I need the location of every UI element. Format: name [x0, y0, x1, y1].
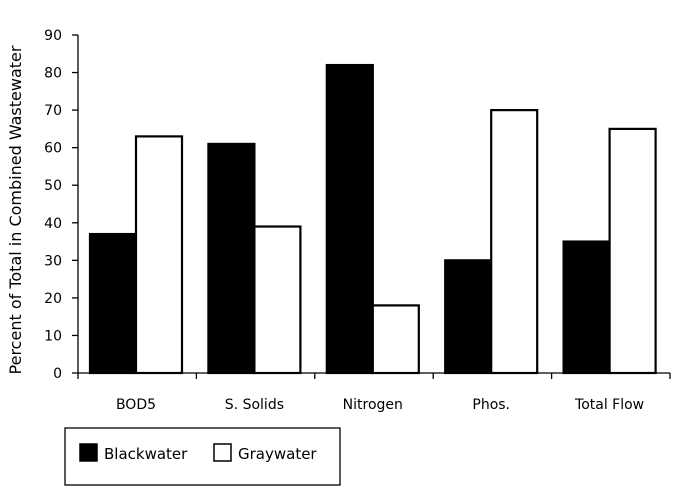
y-axis-label: Percent of Total in Combined Wastewater: [6, 45, 25, 374]
y-tick-label-80: 80: [44, 66, 62, 82]
axes-group: 0 10 20 30 40 50 60 70 80 90 BOD5 S. Solids Nitrogen…: [44, 28, 671, 413]
legend-swatch-graywater: [213, 443, 232, 462]
bar-blackwater-nitrogen: [325, 63, 374, 375]
bar-graywater-bod5: [134, 135, 184, 375]
y-tick-label-40: 40: [44, 216, 62, 232]
y-tick-label-0: 0: [53, 366, 62, 382]
y-tick-label-20: 20: [44, 291, 62, 307]
x-tick-label-bod5: BOD5: [116, 397, 156, 413]
legend: Blackwater Graywater: [64, 427, 341, 486]
y-tick-label-30: 30: [44, 253, 62, 269]
bar-blackwater-total-flow: [562, 240, 611, 375]
y-tick-label-60: 60: [44, 141, 62, 157]
legend-box: [64, 427, 341, 486]
legend-swatch-blackwater: [79, 443, 98, 462]
x-tick-label-phos: Phos.: [472, 397, 510, 413]
bar-graywater-total-flow: [608, 127, 657, 375]
bar-graywater-nitrogen: [371, 304, 420, 375]
legend-label-blackwater: Blackwater: [104, 445, 188, 463]
bar-blackwater-bod5: [88, 232, 138, 375]
x-tick-label-s-solids: S. Solids: [225, 397, 284, 413]
y-tick-label-10: 10: [44, 328, 62, 344]
x-tick-label-total-flow: Total Flow: [574, 397, 644, 413]
legend-label-graywater: Graywater: [238, 445, 317, 463]
bar-graywater-s-solids: [253, 225, 302, 375]
bars-group: [88, 63, 657, 375]
y-tick-label-70: 70: [44, 103, 62, 119]
bar-graywater-phos: [490, 109, 539, 375]
bar-blackwater-s-solids: [207, 142, 256, 375]
y-tick-label-90: 90: [44, 28, 62, 44]
y-tick-label-50: 50: [44, 178, 62, 194]
bar-blackwater-phos: [444, 259, 493, 375]
x-tick-label-nitrogen: Nitrogen: [343, 397, 403, 413]
